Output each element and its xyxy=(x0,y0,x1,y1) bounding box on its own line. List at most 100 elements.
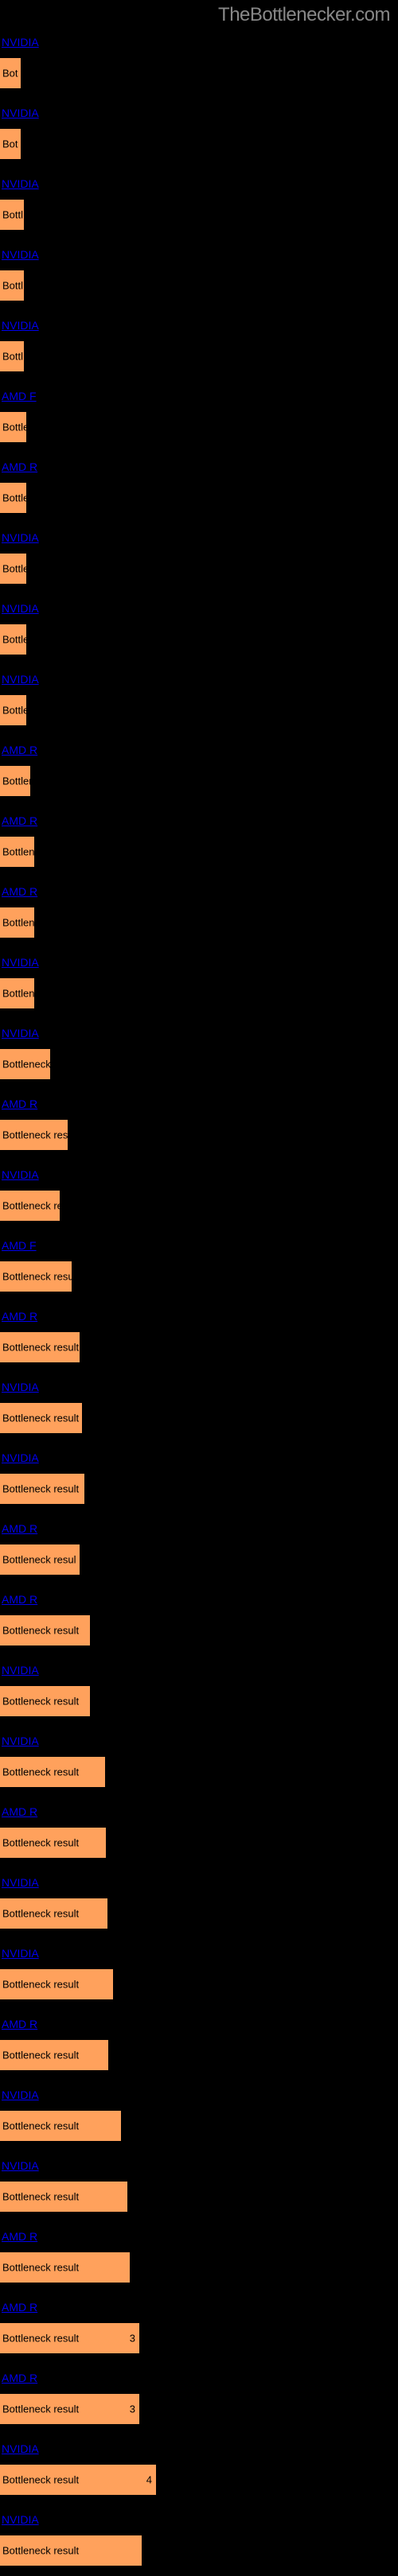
bar: Bottlene xyxy=(0,907,34,938)
bar-link[interactable]: NVIDIA xyxy=(2,673,39,686)
bar-link[interactable]: NVIDIA xyxy=(2,1451,39,1464)
bar: Bottle xyxy=(0,483,26,513)
bar-link[interactable]: AMD R xyxy=(2,1593,37,1606)
bar-link[interactable]: NVIDIA xyxy=(2,107,39,119)
bar: Bottleneck result xyxy=(0,2111,121,2141)
bar-link[interactable]: NVIDIA xyxy=(2,1947,39,1960)
bar-link[interactable]: NVIDIA xyxy=(2,1735,39,1747)
bar-link[interactable]: AMD R xyxy=(2,2301,37,2314)
bar-label: Bottleneck result xyxy=(2,1482,79,1494)
bar-row: AMD F Bottleneck result xyxy=(0,1231,398,1302)
bar-link[interactable]: AMD R xyxy=(2,460,37,473)
bar-row: NVIDIA Bottleneck result xyxy=(0,1443,398,1514)
bar-label: Bot xyxy=(2,138,18,150)
bar-link[interactable]: NVIDIA xyxy=(2,1664,39,1677)
bar: Bot xyxy=(0,58,21,88)
bar-label: Bottleneck result xyxy=(2,1907,79,1919)
bar: Bottleneck result xyxy=(0,1757,105,1787)
bar-label: Bottleneck result xyxy=(2,2403,79,2415)
bar-chart: NVIDIABotNVIDIABotNVIDIABottlNVIDIABottl… xyxy=(0,0,398,2576)
bar-row: NVIDIA Bottleneck res xyxy=(0,1160,398,1231)
bar-label: Bottleneck result xyxy=(2,1978,79,1990)
watermark-text: TheBottlenecker.com xyxy=(218,4,390,26)
bar-label: Bottle xyxy=(2,633,29,645)
bar-row: NVIDIABottl xyxy=(0,169,398,240)
bar-row: NVIDIA Bottleneck result xyxy=(0,1373,398,1443)
bar-link[interactable]: NVIDIA xyxy=(2,248,39,261)
bar: Bottleneck result xyxy=(0,1828,106,1858)
bar-link[interactable]: NVIDIA xyxy=(2,602,39,615)
bar-link[interactable]: NVIDIA xyxy=(2,2159,39,2172)
bar-link[interactable]: NVIDIA xyxy=(2,1027,39,1039)
bar-link[interactable]: AMD R xyxy=(2,1098,37,1110)
bar-link[interactable]: NVIDIA xyxy=(2,177,39,190)
bar: Bottleneck result xyxy=(0,2535,142,2566)
bar-label: Bottl xyxy=(2,350,23,362)
bar-link[interactable]: AMD R xyxy=(2,744,37,756)
bar-label: Bottleneck result xyxy=(2,2119,79,2131)
bar: Bottleneck result xyxy=(0,1120,68,1150)
bar-label: Bottleneck result xyxy=(2,2190,79,2202)
bar-link[interactable]: NVIDIA xyxy=(2,1876,39,1889)
bar-row: NVIDIA Bottleneck result xyxy=(0,2081,398,2151)
bar-label: Bottl xyxy=(2,279,23,291)
bar-label: Bottleneck result xyxy=(2,1695,79,1707)
bar-label: Bottler xyxy=(2,775,33,787)
bar-link[interactable]: AMD F xyxy=(2,390,37,402)
bar-label: Bottleneck result xyxy=(2,2473,79,2485)
bar-label: Bottleneck result xyxy=(2,1412,79,1424)
bar-label: Bottleneck result xyxy=(2,2261,79,2273)
bar-link[interactable]: NVIDIA xyxy=(2,2088,39,2101)
bar-row: NVIDIA Bottl xyxy=(0,240,398,311)
bar: Bottleneck result xyxy=(0,1898,107,1929)
bar-row: NVIDIA Bottleneck result xyxy=(0,1868,398,1939)
bar-row: NVIDIA Bottle xyxy=(0,523,398,594)
bar-link[interactable]: NVIDIA xyxy=(2,531,39,544)
bar-label: Bottleneck result xyxy=(2,2049,79,2061)
bar: Bottleneck result xyxy=(0,1615,90,1645)
bar-label: Bottle xyxy=(2,562,29,574)
bar-label: Bottle xyxy=(2,704,29,716)
bar-link[interactable]: AMD R xyxy=(2,2018,37,2030)
bar-link[interactable]: NVIDIA xyxy=(2,36,39,49)
bar-row: NVIDIA Bottle xyxy=(0,665,398,736)
bar: Bottleneck result xyxy=(0,1261,72,1292)
bar-link[interactable]: NVIDIA xyxy=(2,956,39,969)
bar-link[interactable]: AMD R xyxy=(2,1805,37,1818)
bar-row: AMD R Bottleneck result xyxy=(0,2222,398,2293)
bar: Bottleneck res xyxy=(0,1191,60,1221)
bar-link[interactable]: NVIDIA xyxy=(2,2513,39,2526)
bar: Bottleneck result xyxy=(0,2252,130,2283)
bar-label: Bottleneck result xyxy=(2,1624,79,1636)
bar-label: Bottlene xyxy=(2,845,41,857)
bar-link[interactable]: AMD R xyxy=(2,1522,37,1535)
bar-row: AMD R Bottleneck result xyxy=(0,1090,398,1160)
bar-link[interactable]: AMD R xyxy=(2,1310,37,1323)
bar: Bottleneck result xyxy=(0,2040,108,2070)
bar: Bottl xyxy=(0,341,24,371)
bar-label: Bottleneck result xyxy=(2,1836,79,1848)
bar-link[interactable]: AMD R xyxy=(2,2230,37,2243)
bar-row: NVIDIA Bottleneck result xyxy=(0,2151,398,2222)
bar: Bottleneck resul xyxy=(0,1544,80,1575)
bar-link[interactable]: AMD R xyxy=(2,885,37,898)
bar-row: NVIDIA Bottle xyxy=(0,594,398,665)
bar: Bottleneck result xyxy=(0,1686,90,1716)
bar-link[interactable]: AMD R xyxy=(2,2372,37,2384)
bar-link[interactable]: NVIDIA xyxy=(2,2442,39,2455)
bar-row: NVIDIABottlene xyxy=(0,948,398,1019)
bar-link[interactable]: NVIDIA xyxy=(2,319,39,332)
bar-link[interactable]: AMD R xyxy=(2,814,37,827)
bar-row: AMD F Bottle xyxy=(0,382,398,453)
bar-label: Bottleneck r xyxy=(2,1058,57,1070)
bar-value: 3 xyxy=(130,2403,135,2415)
bar-link[interactable]: NVIDIA xyxy=(2,1381,39,1393)
bar-label: Bottle xyxy=(2,421,29,433)
bar-link[interactable]: NVIDIA xyxy=(2,1168,39,1181)
bar: Bottle xyxy=(0,695,26,725)
bar-label: Bottleneck resul xyxy=(2,1553,76,1565)
bar: Bottleneck r xyxy=(0,1049,50,1079)
bar-link[interactable]: AMD F xyxy=(2,1239,37,1252)
bar-row: NVIDIA Bottleneck result xyxy=(0,1939,398,2010)
bar: Bottleneck result xyxy=(0,2182,127,2212)
